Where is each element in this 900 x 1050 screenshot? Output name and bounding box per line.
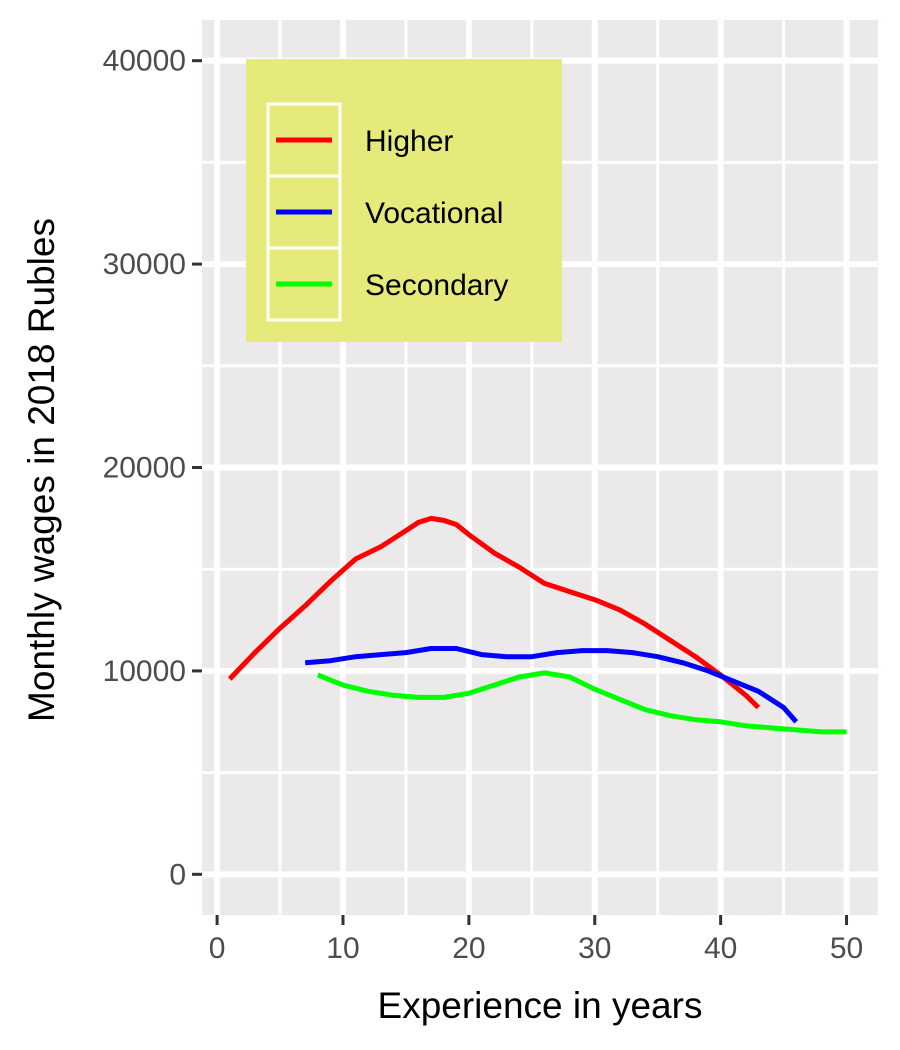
x-tick-label: 0 (209, 932, 226, 965)
x-axis-title: Experience in years (378, 985, 703, 1026)
legend-items: Higher Vocational Secondary (266, 102, 508, 322)
series-line-vocational (304, 646, 799, 724)
x-tick-label: 50 (830, 932, 863, 965)
legend-key-box (266, 246, 342, 322)
legend-label-vocational: Vocational (365, 197, 503, 230)
legend-background (246, 59, 562, 342)
x-tick-label: 30 (578, 932, 611, 965)
legend-label-higher: Higher (365, 125, 453, 158)
legend: Higher Vocational Secondary (246, 59, 562, 342)
grid-major (202, 20, 878, 915)
y-tick-label: 20000 (103, 452, 186, 485)
y-tick-label: 40000 (103, 45, 186, 78)
x-tick-label: 10 (326, 932, 359, 965)
x-tick-label: 20 (452, 932, 485, 965)
legend-label-secondary: Secondary (365, 269, 508, 302)
x-axis: 0 10 20 30 40 50 (209, 915, 863, 965)
series-line-secondary (316, 670, 847, 735)
series-line-higher (227, 515, 761, 710)
x-tick-label: 40 (704, 932, 737, 965)
y-tick-label: 10000 (103, 655, 186, 688)
y-tick-label: 30000 (103, 248, 186, 281)
series-lines (227, 515, 847, 735)
y-axis-title: Monthly wages in 2018 Rubles (21, 218, 62, 722)
y-tick-label: 0 (169, 858, 186, 891)
y-axis: 0 10000 20000 30000 40000 (103, 45, 202, 891)
